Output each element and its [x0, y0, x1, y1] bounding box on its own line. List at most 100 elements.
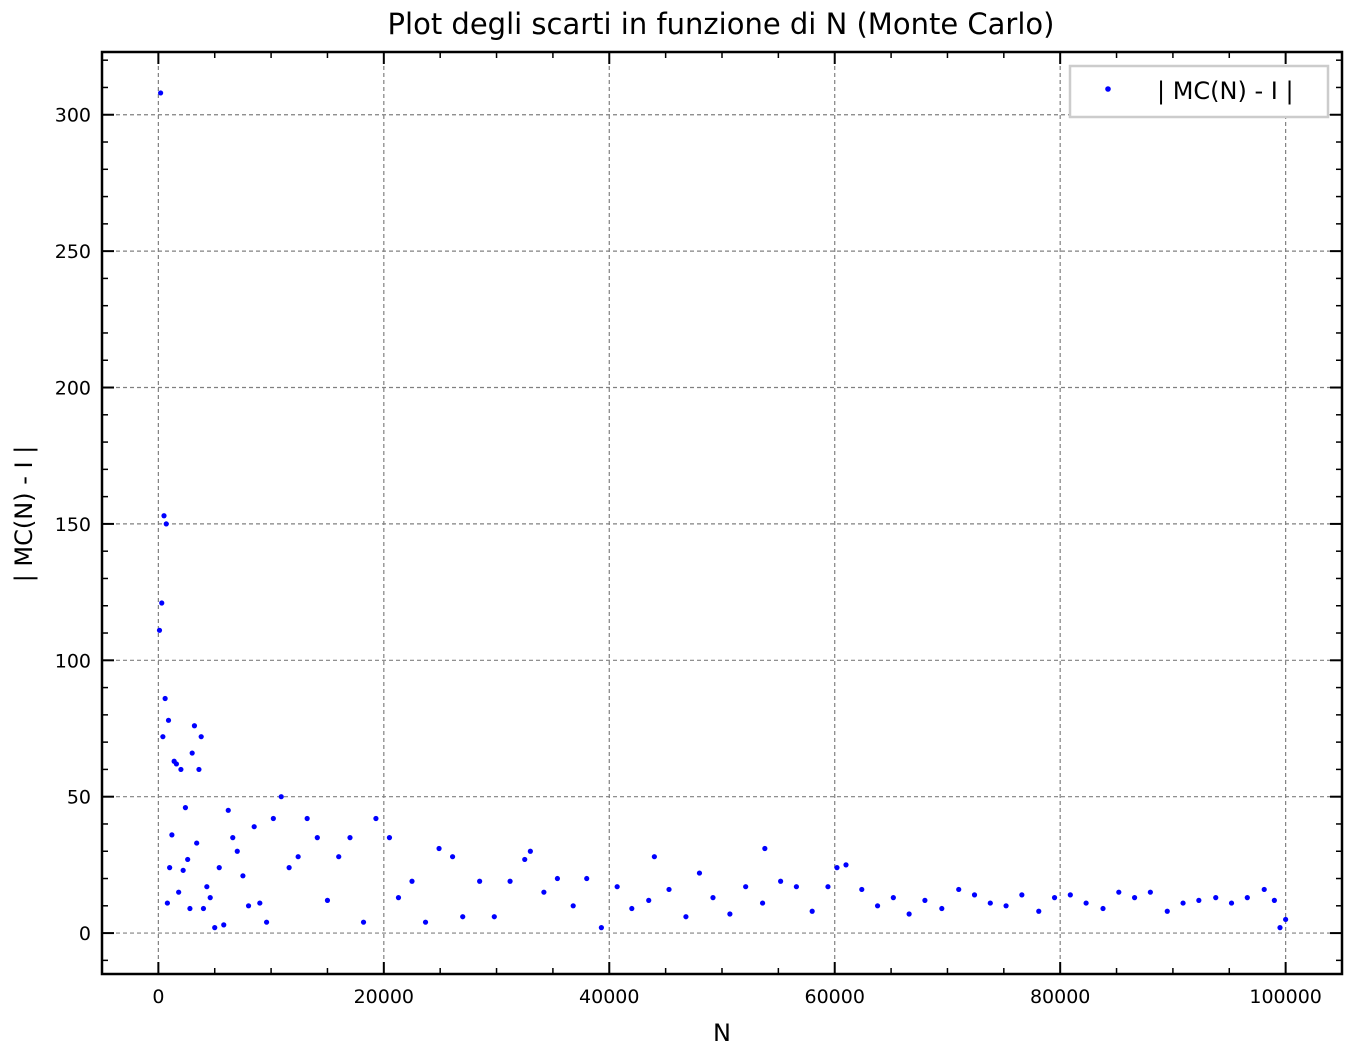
data-point [156, 627, 163, 633]
data-point [922, 897, 928, 903]
data-point [176, 889, 182, 895]
data-point [1083, 900, 1089, 906]
grid-lines [102, 52, 1342, 974]
data-point [198, 734, 204, 740]
data-point [336, 854, 342, 860]
data-point [727, 911, 733, 917]
y-tick-label: 50 [67, 787, 91, 809]
data-point [164, 900, 170, 906]
data-point [1003, 903, 1009, 909]
data-point [182, 805, 189, 811]
data-point [257, 900, 263, 906]
data-point [169, 832, 175, 838]
data-point [1228, 900, 1235, 906]
data-point [1100, 905, 1106, 912]
data-point [906, 911, 912, 917]
data-point [180, 867, 186, 873]
data-point [212, 925, 218, 931]
data-point [541, 889, 547, 895]
legend-label: | MC(N) - I | [1157, 77, 1294, 105]
data-point [449, 854, 456, 860]
data-point [743, 884, 749, 890]
data-point [629, 905, 635, 912]
data-point [221, 922, 227, 928]
data-point [554, 875, 561, 882]
x-tick-label: 40000 [579, 986, 639, 1008]
data-point [173, 761, 179, 767]
data-point [1067, 892, 1073, 898]
chart-title: Plot degli scarti in funzione di N (Mont… [388, 7, 1055, 41]
data-point [207, 895, 213, 901]
y-tick-label: 300 [55, 105, 91, 127]
data-point [522, 856, 528, 863]
data-point [1019, 892, 1025, 898]
data-point [314, 835, 320, 841]
data-point [216, 865, 222, 871]
data-point [710, 895, 716, 901]
data-point [809, 908, 815, 914]
legend-marker [1105, 86, 1111, 92]
data-point [162, 695, 168, 702]
data-point [200, 905, 207, 912]
data-point [762, 845, 768, 852]
data-point [270, 815, 276, 822]
data-point [324, 897, 331, 903]
data-point [646, 897, 652, 903]
data-point [859, 886, 865, 893]
legend: | MC(N) - I | [1068, 64, 1330, 119]
data-point [189, 750, 195, 756]
legend-box [1068, 64, 1330, 119]
data-point [165, 717, 172, 723]
data-point [436, 845, 442, 852]
data-point [1261, 886, 1267, 893]
data-point [507, 878, 513, 884]
data-point [360, 919, 367, 925]
data-point [1271, 897, 1277, 903]
data-point [460, 914, 466, 920]
data-point [939, 905, 945, 912]
data-point [373, 815, 379, 822]
data-point [584, 875, 590, 882]
plot-frame [100, 50, 1344, 976]
data-points [156, 90, 1289, 931]
data-point [491, 914, 497, 920]
data-point [825, 884, 831, 890]
data-point [1051, 895, 1058, 901]
data-point [185, 856, 191, 863]
data-point [778, 878, 784, 884]
data-point [204, 884, 210, 890]
data-point [386, 835, 393, 841]
data-point [570, 903, 576, 909]
data-point [230, 835, 236, 841]
data-point [666, 886, 672, 893]
data-point [1164, 908, 1170, 914]
data-point [251, 824, 257, 830]
data-point [158, 90, 164, 96]
data-point [234, 848, 240, 854]
x-axis-label: N [713, 1019, 731, 1047]
data-point [971, 892, 978, 898]
y-tick-label: 150 [55, 514, 91, 536]
data-point [598, 925, 604, 931]
x-tick-label: 20000 [354, 986, 414, 1008]
data-point [1147, 889, 1153, 895]
tick-labels: 0 20000 40000 60000 80000 100000 0 50 100 150 200 2… [55, 105, 1322, 1008]
data-point [160, 734, 166, 740]
data-point [527, 848, 533, 854]
data-point [225, 807, 231, 813]
data-point [651, 854, 657, 860]
data-point [278, 794, 284, 800]
x-tick-label: 80000 [1030, 986, 1090, 1008]
data-point [614, 884, 620, 890]
data-point [409, 878, 415, 884]
data-point [1213, 895, 1219, 901]
data-point [163, 521, 169, 527]
y-tick-label: 100 [55, 650, 91, 672]
data-point [347, 835, 353, 841]
data-point [167, 865, 173, 871]
x-tick-label: 60000 [805, 986, 865, 1008]
data-point [1116, 889, 1122, 895]
data-point [187, 905, 193, 912]
data-point [286, 865, 292, 871]
data-point [159, 600, 165, 606]
